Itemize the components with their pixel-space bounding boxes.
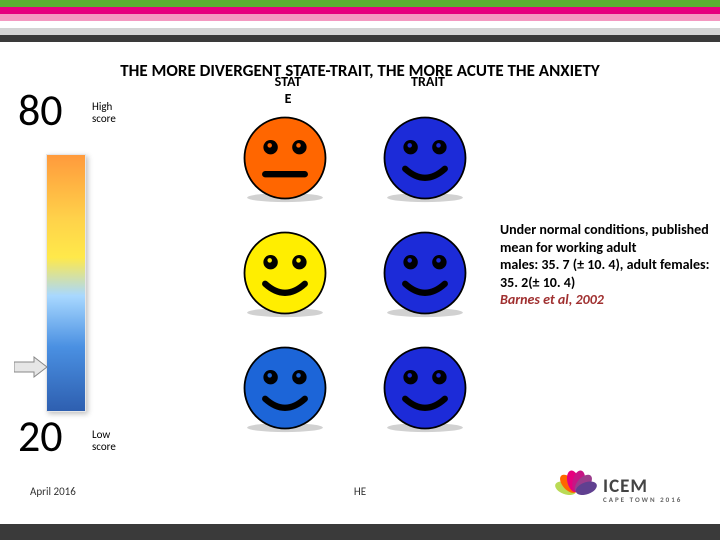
face-state-high	[240, 113, 330, 203]
face-state-mid	[240, 228, 330, 318]
face-trait-low	[380, 343, 470, 433]
logo-text-main: ICEM	[603, 477, 682, 496]
caption-text: Under normal conditions, published mean …	[500, 221, 710, 309]
low-score-label: Low score	[92, 429, 116, 453]
icem-logo: ICEM CAPE TOWN 2016	[555, 470, 690, 510]
caption-reference: Barnes et al, 2002	[500, 291, 604, 308]
bottom-bar	[0, 524, 720, 540]
header-stripes	[0, 0, 720, 42]
column-header-state: STAT E	[248, 73, 328, 107]
score-gradient-bar	[46, 154, 86, 412]
face-trait-mid	[380, 228, 470, 318]
logo-petals-icon	[555, 470, 597, 510]
page-title: THE MORE DIVERGENT STATE-TRAIT, THE MORE…	[0, 60, 720, 81]
column-header-trait: TRAIT	[388, 73, 468, 90]
footer-center-text: HE	[354, 485, 366, 498]
logo-text-sub: CAPE TOWN 2016	[603, 496, 682, 503]
footer-date: April 2016	[30, 485, 76, 498]
face-trait-high	[380, 113, 470, 203]
low-score-number: 20	[18, 409, 63, 463]
high-score-number: 80	[18, 83, 63, 137]
high-score-label: High score	[92, 101, 116, 125]
main-content: 80 High score 20 Low score STAT E TRAIT …	[0, 91, 720, 471]
face-state-low	[240, 343, 330, 433]
caption-main: Under normal conditions, published mean …	[500, 221, 709, 291]
arrow-right-icon	[14, 356, 48, 378]
